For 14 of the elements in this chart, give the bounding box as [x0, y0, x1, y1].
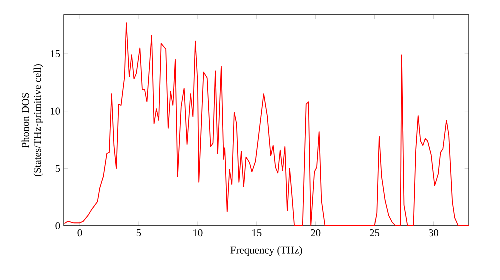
- y-tick-label: 10: [51, 108, 60, 115]
- y-tick-label: 5: [56, 165, 60, 172]
- x-tick-label: 20: [311, 230, 321, 237]
- y-tick-label: 15: [51, 50, 60, 58]
- x-tick-label: 0: [78, 230, 82, 237]
- x-tick-label: 5: [136, 230, 142, 236]
- y-axis-title: Phonon DOS (States/THz·primitive cell): [22, 64, 44, 177]
- x-tick-label: 25: [370, 230, 380, 237]
- x-tick-label: 15: [252, 230, 262, 237]
- x-tick-label: 10: [194, 230, 203, 237]
- x-tick-label: 30: [428, 230, 439, 237]
- y-tick-label: 0: [56, 222, 60, 230]
- line-series: [64, 22, 470, 226]
- x-axis-title: Frequency (THz): [230, 246, 302, 256]
